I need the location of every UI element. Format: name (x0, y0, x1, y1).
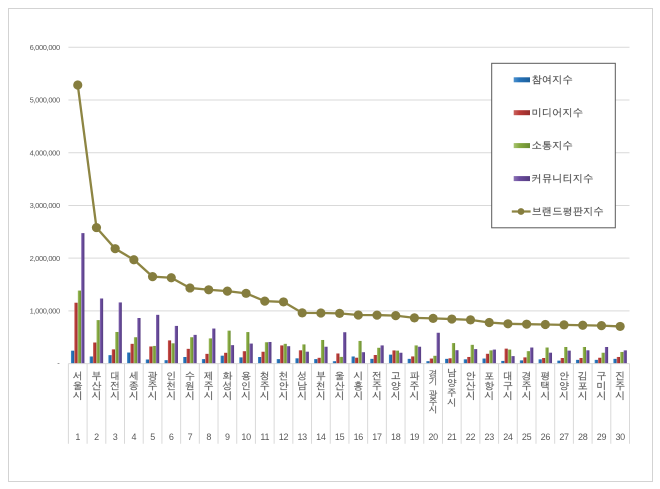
svg-text:1,000,000: 1,000,000 (30, 307, 60, 316)
svg-text:14: 14 (316, 432, 326, 442)
svg-text:12: 12 (279, 432, 289, 442)
svg-text:15: 15 (335, 432, 345, 442)
svg-text:-: - (57, 358, 60, 367)
svg-text:7: 7 (188, 432, 193, 442)
svg-text:20: 20 (428, 432, 438, 442)
svg-text:19: 19 (410, 432, 420, 442)
svg-text:24: 24 (503, 432, 513, 442)
svg-text:16: 16 (354, 432, 364, 442)
svg-text:13: 13 (297, 432, 307, 442)
svg-text:17: 17 (372, 432, 382, 442)
svg-text:18: 18 (391, 432, 401, 442)
svg-text:26: 26 (541, 432, 551, 442)
svg-text:30: 30 (615, 432, 625, 442)
svg-text:3,000,000: 3,000,000 (30, 201, 60, 210)
svg-text:3: 3 (113, 432, 118, 442)
svg-text:2,000,000: 2,000,000 (30, 254, 60, 263)
svg-text:23: 23 (485, 432, 495, 442)
svg-text:21: 21 (447, 432, 457, 442)
svg-text:27: 27 (559, 432, 569, 442)
svg-text:1: 1 (75, 432, 80, 442)
svg-text:29: 29 (597, 432, 607, 442)
svg-text:10: 10 (241, 432, 251, 442)
svg-text:4,000,000: 4,000,000 (30, 148, 60, 157)
svg-text:11: 11 (260, 432, 269, 442)
svg-text:8: 8 (206, 432, 211, 442)
svg-text:5: 5 (150, 432, 155, 442)
svg-text:5,000,000: 5,000,000 (30, 96, 60, 105)
svg-text:25: 25 (522, 432, 532, 442)
svg-text:4: 4 (132, 432, 137, 442)
svg-text:6,000,000: 6,000,000 (30, 43, 60, 52)
svg-text:2: 2 (94, 432, 99, 442)
svg-text:9: 9 (225, 432, 230, 442)
svg-text:22: 22 (466, 432, 476, 442)
svg-text:28: 28 (578, 432, 588, 442)
svg-text:6: 6 (169, 432, 174, 442)
